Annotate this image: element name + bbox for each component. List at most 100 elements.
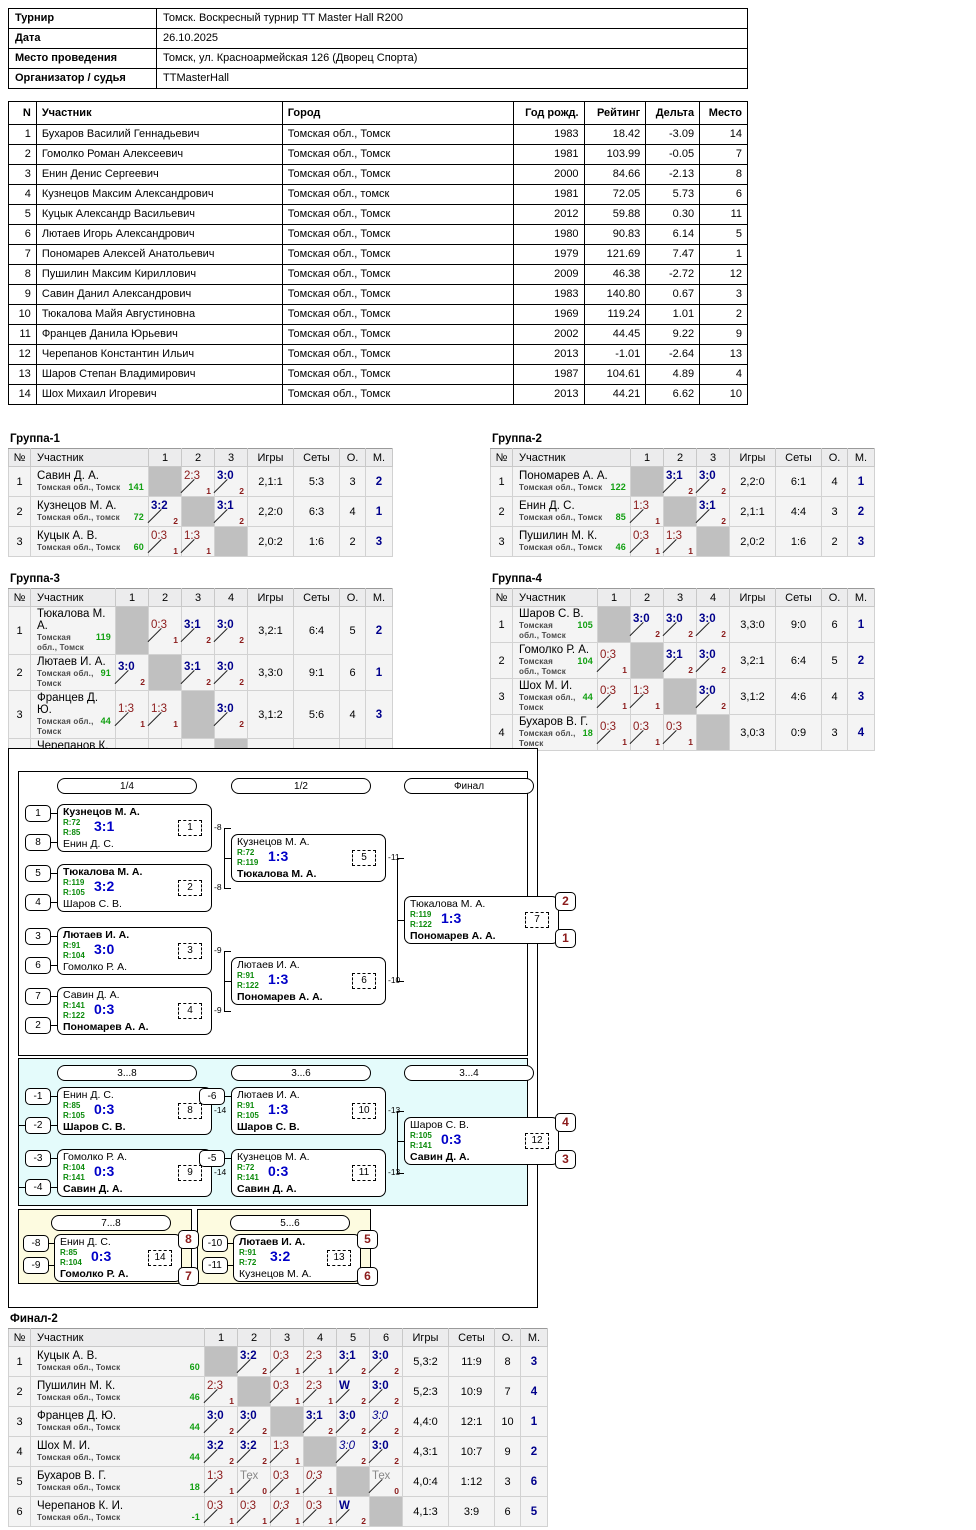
player-city: Томская обл., Томск	[519, 543, 603, 552]
group-games: 3,1:2	[247, 690, 294, 739]
score-cell	[663, 678, 697, 715]
round-label: 1/4	[57, 778, 197, 794]
match-player-bottom: Тюкалова М. А.	[237, 868, 317, 880]
player-meta: Томская обл., Томск 119	[37, 632, 111, 653]
participants-cell: 14	[699, 124, 748, 145]
score-wrap: 3:1 2	[182, 659, 214, 687]
score-cell: Тех 0	[237, 1466, 271, 1497]
match-number: 8	[178, 1103, 202, 1119]
score-points: 2	[361, 1395, 366, 1406]
score-points: 0	[394, 1485, 399, 1496]
bracket-connector	[51, 873, 57, 874]
match-rating-bottom: R:141	[410, 1141, 432, 1150]
player-meta: Томская обл., Томск 44	[37, 1452, 200, 1463]
group-games: 2,0:2	[729, 526, 776, 557]
score-points: 1	[655, 545, 660, 556]
group-player-cell: Кузнецов М. А. Томская обл., томск 72	[30, 496, 149, 527]
final2-header-cell: 3	[270, 1328, 304, 1347]
match-player-top: Тюкалова М. А.	[410, 898, 486, 910]
group-place: 3	[847, 678, 875, 715]
match-player-bottom: Шаров С. В.	[237, 1121, 300, 1133]
bracket-match[interactable]: Кузнецов М. А. R:72 R:85 3:1 Енин Д. С.	[57, 804, 212, 852]
score-cell	[181, 690, 215, 739]
match-score: 1:3	[441, 910, 462, 926]
group-header-cell: Сеты	[293, 448, 340, 467]
participants-cell: -1.01	[583, 344, 647, 365]
group-points: 5	[821, 642, 848, 679]
participants-cell: Томская обл., Томск	[281, 384, 514, 405]
table-row: 2 Енин Д. С. Томская обл., Томск 85 1:3 1 3:1 2…	[490, 496, 875, 527]
match-edge-label: -14	[214, 1167, 227, 1177]
match-edge-label: -14	[214, 1105, 227, 1115]
bracket-connector	[224, 951, 231, 952]
final2-header-cell: №	[8, 1328, 31, 1347]
final2-player-cell: Шох М. И. Томская обл., Томск 44	[30, 1436, 205, 1467]
score-cell: 1:3 1	[115, 690, 149, 739]
score-cell: 3:2 2	[148, 496, 182, 527]
table-row: 4 Шох М. И. Томская обл., Томск 44 3:2 2 3:2 2 1…	[8, 1436, 548, 1467]
final2-player-cell: Францев Д. Ю. Томская обл., Томск 44	[30, 1406, 205, 1437]
participants-cell: 14	[8, 384, 37, 405]
match-score: 1:3	[268, 1101, 289, 1117]
group-place: 2	[365, 606, 393, 655]
score-points: 2	[394, 1455, 399, 1466]
info-row: Дата 26.10.2025	[8, 28, 748, 49]
group-row-number: 4	[490, 714, 513, 751]
final1-places-5-6: 5...6 -10 -11 Лютаев И. А. R:91 R:72 3:2 Кузнец…	[197, 1209, 378, 1286]
bracket-match[interactable]: Енин Д. С. R:85 R:104 0:3 Гомолко Р. А.	[54, 1234, 182, 1282]
table-row: 3 Пушилин М. К. Томская обл., Томск 46 0:3 1 1…	[490, 526, 875, 557]
player-meta: Томская обл., Томск 44	[37, 1422, 200, 1433]
score-cell: 3:2 2	[237, 1346, 271, 1377]
info-row: Турнир Томск. Воскресный турнир TT Master…	[8, 8, 748, 29]
participants-cell: 46.38	[583, 264, 647, 285]
bracket-connector	[51, 842, 57, 843]
score-wrap: 3:0 2	[238, 1408, 270, 1436]
player-city: Томская обл., Томск	[37, 1513, 121, 1522]
score-points: 2	[721, 664, 726, 675]
group-header-cell: О.	[821, 448, 848, 467]
participants-cell: Францев Данила Юрьевич	[35, 324, 283, 345]
bracket-match[interactable]: Енин Д. С. R:85 R:105 0:3 Шаров С. В.	[57, 1087, 212, 1135]
score-cell	[148, 654, 182, 691]
score-wrap: 3:1 2	[337, 1348, 369, 1376]
match-score: 0:3	[94, 1101, 115, 1117]
player-meta: Томская обл., Томск 44	[37, 716, 111, 737]
bracket-match[interactable]: Лютаев И. А. R:91 R:105 1:3 Шаров С. В.	[231, 1087, 386, 1135]
score-points: 1	[655, 736, 660, 747]
group-row-number: 2	[490, 496, 513, 527]
participants-table: N Участник Город Год рожд. Рейтинг Дельта Мест…	[8, 101, 748, 405]
score-wrap: 3:2 2	[149, 498, 181, 526]
score-wrap: 3:0 2	[370, 1348, 402, 1376]
final2-row-number: 4	[8, 1436, 31, 1467]
match-player-bottom: Гомолко Р. А.	[63, 961, 128, 973]
group-header-cell: 1	[115, 588, 149, 607]
group-header-cell: №	[8, 448, 31, 467]
participants-cell: 90.83	[583, 224, 647, 245]
match-player-bottom: Шаров С. В.	[63, 1121, 126, 1133]
participants-cell: 1979	[512, 244, 585, 265]
participants-cell: 2000	[512, 164, 585, 185]
group-header-cell: 3	[696, 448, 730, 467]
score-cell: 3:0 2	[696, 606, 730, 643]
final1-main-bracket: 1/4 1/2 Финал 1 8 Кузнецов М. А. R:72 R:85 3:1 Ен…	[18, 771, 576, 1056]
score-cell: 2:3 1	[204, 1376, 238, 1407]
group-points: 3	[339, 466, 366, 497]
round-label: 7...8	[51, 1215, 171, 1231]
participants-cell: Бухаров Василий Геннадьевич	[35, 124, 283, 145]
match-rating-top: R:119	[63, 878, 85, 887]
score-cell: 3:0 2	[696, 466, 730, 497]
group-sets: 1:6	[775, 526, 822, 557]
score-wrap: 1:3 1	[631, 498, 663, 526]
group-header-cell: Игры	[729, 588, 776, 607]
bracket-match[interactable]: Кузнецов М. А. R:72 R:141 0:3 Савин Д. А.	[231, 1149, 386, 1197]
score-wrap: 1:3 1	[116, 701, 148, 729]
final2-games: 4,3:1	[402, 1436, 449, 1467]
player-name: Пушилин М. К.	[37, 1380, 116, 1392]
